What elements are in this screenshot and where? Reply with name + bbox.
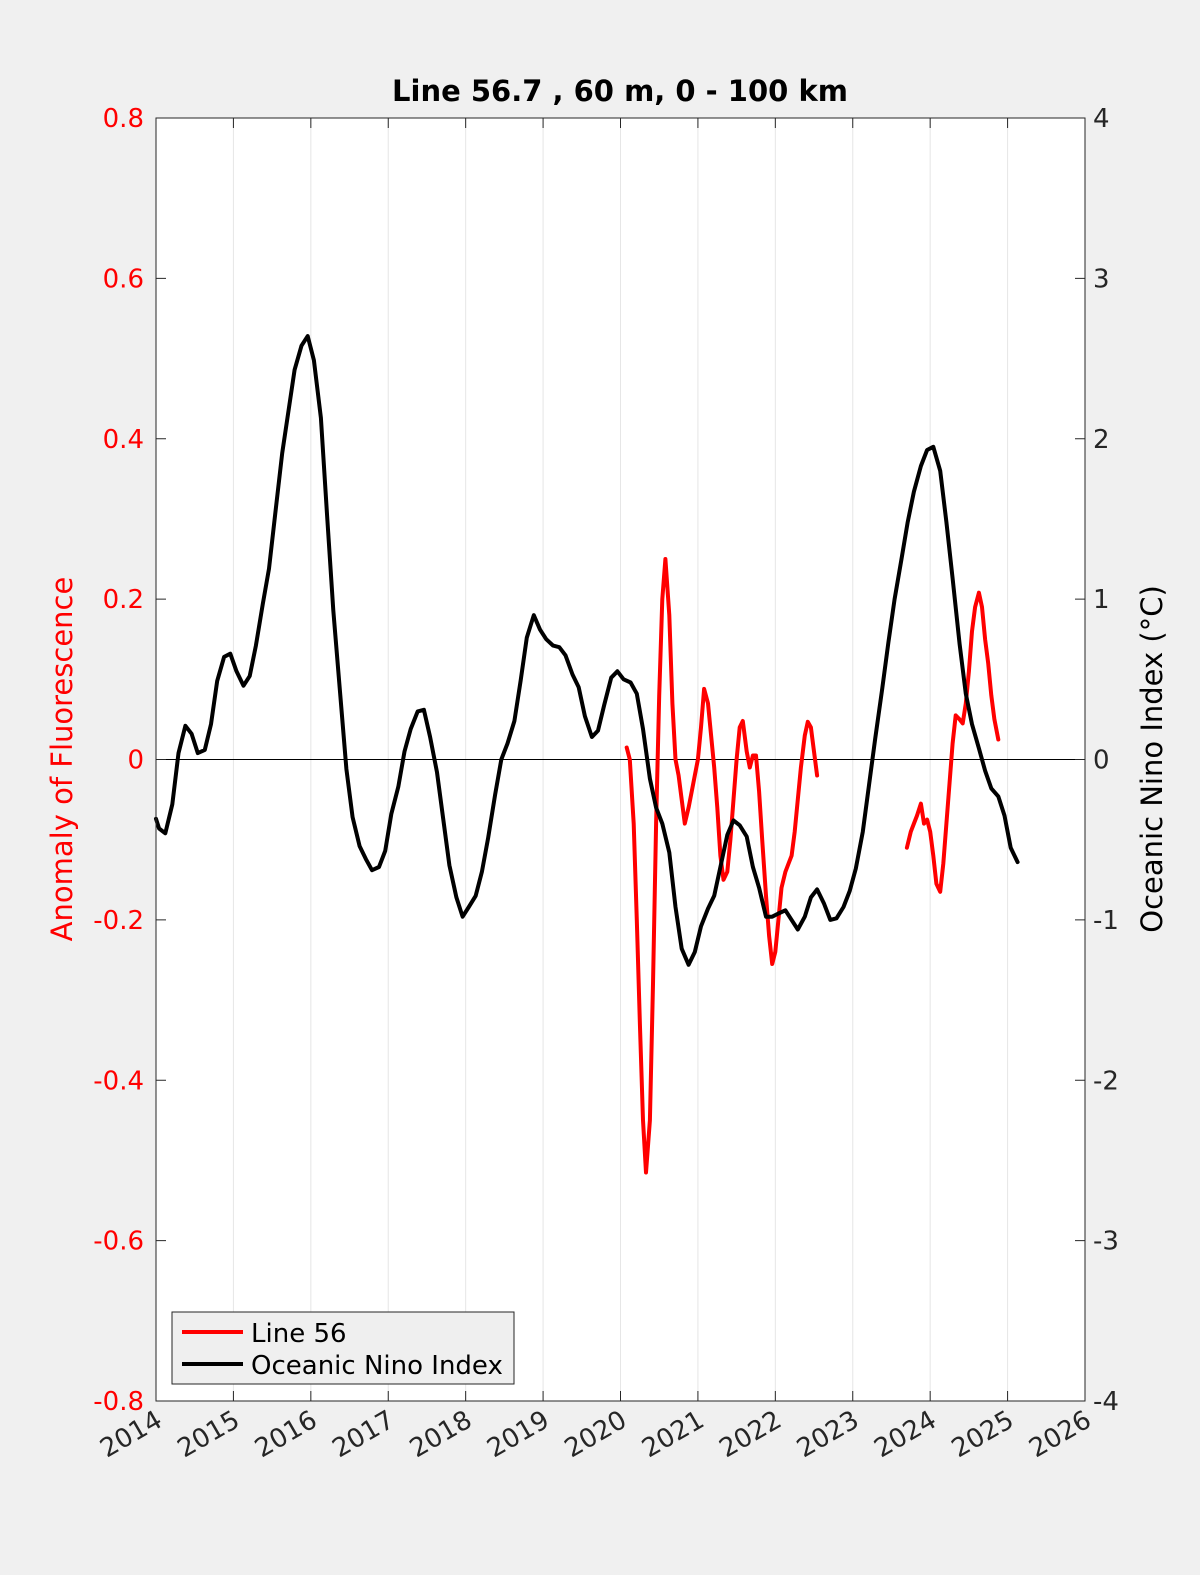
y-left-tick-label: -0.2 (93, 906, 144, 936)
y-right-tick-label: 2 (1093, 425, 1110, 455)
y-left-tick-label: 0.6 (103, 264, 144, 294)
y-right-tick-label: 0 (1093, 746, 1110, 776)
legend-box (171, 1311, 515, 1385)
y-left-tick-label: 0.4 (103, 425, 144, 455)
y-axis-right-label: Oceanic Nino Index (°C) (1135, 585, 1169, 933)
series-lines (154, 334, 1020, 1175)
y-left-tick-label: 0.8 (103, 104, 144, 134)
y-right-tick-label: 1 (1093, 585, 1110, 615)
y-left-tick-label: -0.4 (93, 1066, 144, 1096)
y-right-tick-label: -3 (1093, 1227, 1119, 1257)
legend-label-line-56: Line 56 (251, 1319, 347, 1349)
y-axis-left-label: Anomaly of Fluorescence (45, 577, 79, 942)
y-right-tick-label: -1 (1093, 906, 1119, 936)
y-left-tick-label: -0.8 (93, 1387, 144, 1417)
y-right-tick-label: -4 (1093, 1387, 1119, 1417)
series-oceanic-nino-index (154, 334, 1020, 967)
legend-label-oni: Oceanic Nino Index (251, 1351, 503, 1381)
y-left-tick-label: -0.6 (93, 1227, 144, 1257)
y-right-tick-label: 4 (1093, 104, 1110, 134)
legend: Line 56 Oceanic Nino Index (171, 1311, 515, 1385)
y-right-tick-label: -2 (1093, 1066, 1119, 1096)
y-right-tick-label: 3 (1093, 264, 1110, 294)
chart-title: Line 56.7 , 60 m, 0 - 100 km (392, 74, 848, 108)
y-left-tick-label: 0 (127, 746, 144, 776)
series-line-56 (904, 590, 1001, 894)
y-left-tick-label: 0.2 (103, 585, 144, 615)
